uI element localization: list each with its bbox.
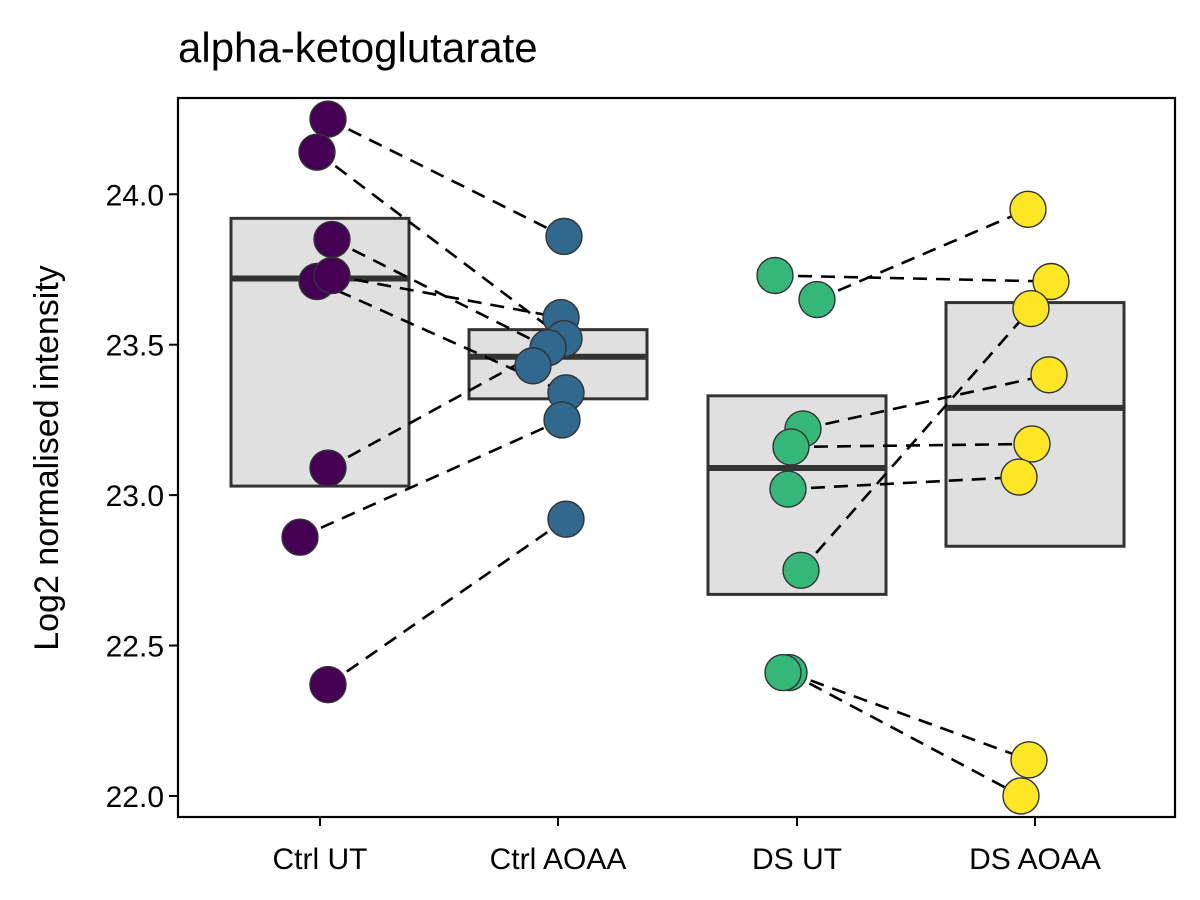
data-point-ds-ut bbox=[782, 551, 820, 590]
pair-line bbox=[800, 307, 1032, 572]
box-ctrl-ut bbox=[229, 216, 411, 488]
x-tick-label: Ctrl AOAA bbox=[490, 843, 627, 876]
chart-title: alpha-ketoglutarate bbox=[178, 24, 538, 71]
pair-line bbox=[802, 373, 1050, 431]
pair-line bbox=[331, 274, 562, 319]
data-point-ctrl-aoaa bbox=[547, 500, 585, 538]
data-point-ds-ut bbox=[756, 256, 794, 295]
pair-line bbox=[787, 475, 1020, 491]
x-tick-label: DS AOAA bbox=[969, 843, 1101, 876]
y-tick-label: 22.5 bbox=[106, 631, 164, 664]
data-point-ds-aoaa bbox=[1012, 289, 1050, 328]
data-point-ds-ut bbox=[798, 280, 836, 319]
data-point-ds-aoaa bbox=[1009, 190, 1047, 229]
y-tick-label: 24.0 bbox=[106, 179, 164, 212]
pair-line bbox=[788, 671, 1030, 762]
y-tick-label: 22.0 bbox=[106, 781, 164, 814]
pair-line bbox=[774, 274, 1052, 283]
x-tick-label: Ctrl UT bbox=[273, 843, 368, 876]
data-point-ctrl-aoaa bbox=[543, 401, 581, 439]
data-point-ctrl-ut bbox=[309, 100, 347, 138]
data-point-ctrl-aoaa bbox=[514, 347, 552, 385]
y-tick-label: 23.0 bbox=[106, 480, 164, 513]
y-axis-label: Log2 normalised intensity bbox=[28, 265, 66, 651]
data-point-ctrl-aoaa bbox=[545, 217, 583, 256]
x-tick-label: DS UT bbox=[752, 843, 842, 876]
data-point-ctrl-ut bbox=[298, 133, 336, 171]
plot-area: 22.0 22.5 23.0 23.5 24.0 Ctrl UT Ctrl AOAA DS U… bbox=[106, 96, 1177, 876]
plot-panel-border bbox=[176, 96, 1177, 819]
pair-line bbox=[327, 117, 565, 238]
pair-line bbox=[788, 671, 1022, 798]
data-point-ds-aoaa bbox=[1032, 262, 1070, 301]
data-point-ds-aoaa bbox=[1010, 741, 1048, 779]
data-point-ds-aoaa bbox=[1000, 458, 1038, 496]
data-point-ds-aoaa bbox=[1013, 425, 1051, 463]
data-point-ds-ut bbox=[769, 470, 807, 508]
data-point-ctrl-ut bbox=[313, 256, 351, 295]
data-point-ctrl-ut bbox=[313, 220, 351, 259]
pair-line bbox=[299, 418, 563, 539]
pair-line bbox=[316, 151, 565, 340]
data-point-ds-ut bbox=[772, 428, 810, 466]
pair-line bbox=[816, 208, 1029, 301]
data-point-ctrl-ut bbox=[281, 518, 319, 556]
data-point-ctrl-ut bbox=[309, 665, 347, 704]
data-point-ds-aoaa bbox=[1002, 777, 1040, 815]
pair-line bbox=[327, 518, 567, 686]
data-point-ds-ut bbox=[764, 653, 802, 692]
y-tick-label: 23.5 bbox=[106, 330, 164, 363]
data-point-ctrl-ut bbox=[309, 449, 347, 487]
pair-line bbox=[331, 238, 549, 349]
box-ds-aoaa bbox=[944, 301, 1126, 548]
data-point-ds-aoaa bbox=[1030, 356, 1068, 394]
